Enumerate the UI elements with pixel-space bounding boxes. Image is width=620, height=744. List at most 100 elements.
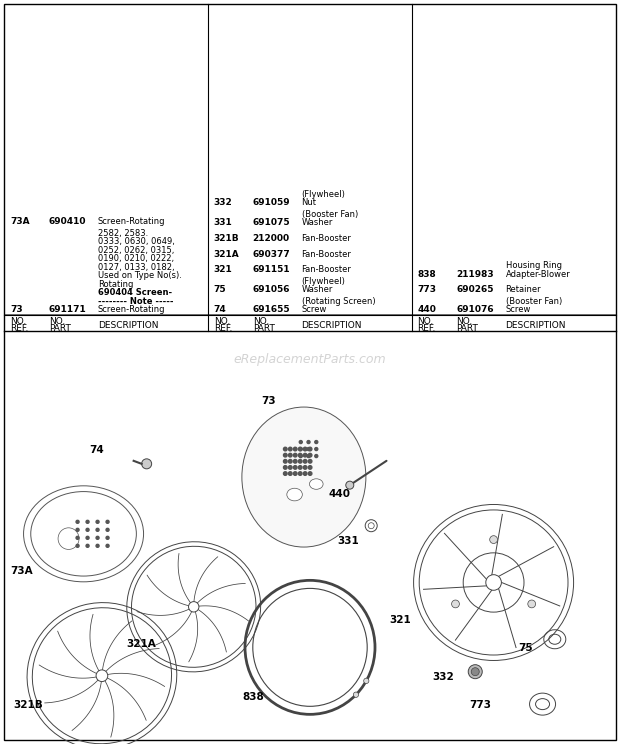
Ellipse shape: [364, 679, 369, 684]
Circle shape: [293, 460, 297, 463]
Text: 691076: 691076: [456, 305, 494, 315]
Circle shape: [106, 520, 109, 523]
Circle shape: [96, 670, 108, 682]
Circle shape: [471, 667, 479, 676]
Text: 691056: 691056: [252, 286, 290, 295]
Text: Fan-Booster: Fan-Booster: [301, 234, 352, 243]
Ellipse shape: [287, 488, 303, 501]
Circle shape: [299, 440, 303, 443]
Circle shape: [283, 460, 287, 463]
Text: Screw: Screw: [506, 305, 531, 315]
Circle shape: [288, 460, 292, 463]
Circle shape: [283, 472, 287, 475]
Text: REF.: REF.: [214, 324, 232, 333]
Circle shape: [307, 440, 310, 443]
Text: 321B: 321B: [214, 234, 239, 243]
Circle shape: [96, 528, 99, 531]
Circle shape: [86, 536, 89, 539]
Circle shape: [308, 472, 312, 475]
Circle shape: [86, 545, 89, 548]
Text: 0127, 0133, 0182,: 0127, 0133, 0182,: [98, 263, 174, 272]
Text: PART: PART: [456, 324, 479, 333]
Text: 691655: 691655: [252, 305, 290, 315]
Text: NO.: NO.: [252, 317, 269, 326]
Text: 440: 440: [418, 305, 436, 315]
Circle shape: [288, 466, 292, 469]
Text: 838: 838: [242, 692, 264, 702]
Text: 690265: 690265: [456, 286, 494, 295]
Circle shape: [308, 466, 312, 469]
Text: 321: 321: [389, 615, 411, 625]
Text: Screen-Rotating: Screen-Rotating: [98, 305, 166, 315]
Circle shape: [141, 459, 152, 469]
Text: DESCRIPTION: DESCRIPTION: [301, 321, 362, 330]
Text: 690377: 690377: [252, 250, 290, 259]
Text: Screen-Rotating: Screen-Rotating: [98, 217, 166, 226]
Text: 332: 332: [432, 672, 454, 682]
Circle shape: [298, 466, 302, 469]
Text: 690404 Screen-: 690404 Screen-: [98, 289, 172, 298]
Text: (Booster Fan): (Booster Fan): [301, 210, 358, 219]
Text: Housing Ring: Housing Ring: [506, 261, 562, 270]
Circle shape: [293, 466, 297, 469]
Text: 332: 332: [214, 198, 232, 207]
Circle shape: [315, 455, 318, 458]
Circle shape: [106, 545, 109, 548]
Circle shape: [76, 520, 79, 523]
Circle shape: [303, 447, 307, 451]
Circle shape: [76, 536, 79, 539]
Text: 321A: 321A: [126, 639, 156, 650]
Text: 691171: 691171: [49, 305, 87, 315]
Text: PART: PART: [252, 324, 275, 333]
Text: 440: 440: [329, 490, 350, 499]
Circle shape: [76, 545, 79, 548]
Circle shape: [315, 440, 318, 443]
Text: 331: 331: [337, 536, 360, 546]
Text: 75: 75: [518, 644, 533, 653]
Circle shape: [96, 536, 99, 539]
Text: (Rotating Screen): (Rotating Screen): [301, 297, 375, 306]
Text: 211983: 211983: [456, 269, 494, 278]
Circle shape: [307, 448, 310, 451]
Text: Screw: Screw: [301, 305, 327, 315]
Text: 690410: 690410: [49, 217, 86, 226]
Text: (Flywheel): (Flywheel): [301, 277, 345, 286]
Text: (Booster Fan): (Booster Fan): [506, 297, 562, 306]
Text: REF.: REF.: [10, 324, 29, 333]
Text: 74: 74: [90, 445, 104, 455]
Text: NO.: NO.: [10, 317, 26, 326]
Text: Nut: Nut: [301, 198, 317, 207]
Text: 321: 321: [214, 266, 232, 275]
Circle shape: [346, 481, 354, 489]
Text: 691075: 691075: [252, 218, 290, 227]
Text: 321B: 321B: [13, 700, 43, 711]
Circle shape: [315, 448, 318, 451]
Circle shape: [283, 447, 287, 451]
Circle shape: [528, 600, 536, 608]
Text: Used on Type No(s).: Used on Type No(s).: [98, 272, 182, 280]
Circle shape: [288, 472, 292, 475]
Circle shape: [368, 523, 374, 529]
Text: 0190, 0210, 0222,: 0190, 0210, 0222,: [98, 254, 174, 263]
Text: DESCRIPTION: DESCRIPTION: [506, 321, 566, 330]
Text: DESCRIPTION: DESCRIPTION: [98, 321, 158, 330]
Circle shape: [96, 545, 99, 548]
Circle shape: [307, 455, 310, 458]
Circle shape: [283, 453, 287, 457]
Circle shape: [298, 447, 302, 451]
Text: 73: 73: [10, 305, 22, 315]
Text: REF.: REF.: [418, 324, 436, 333]
Circle shape: [106, 528, 109, 531]
Circle shape: [288, 453, 292, 457]
Circle shape: [298, 460, 302, 463]
Circle shape: [76, 528, 79, 531]
Circle shape: [106, 536, 109, 539]
Text: Retainer: Retainer: [506, 286, 541, 295]
Text: 73A: 73A: [10, 217, 30, 226]
Text: -------- Note -----: -------- Note -----: [98, 297, 173, 306]
Text: Washer: Washer: [301, 286, 333, 295]
Circle shape: [293, 472, 297, 475]
Text: NO.: NO.: [418, 317, 434, 326]
Text: NO.: NO.: [214, 317, 230, 326]
Circle shape: [299, 455, 303, 458]
